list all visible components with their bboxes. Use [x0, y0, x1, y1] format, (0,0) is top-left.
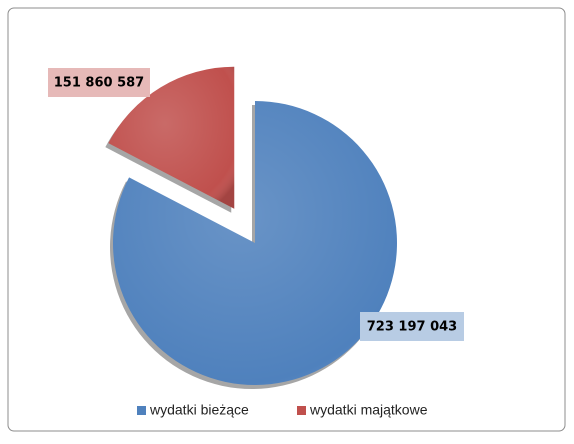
value-label: 723 197 043: [367, 320, 457, 335]
legend-swatch: [137, 406, 146, 415]
legend-label: wydatki bieżące: [149, 402, 249, 418]
legend-label: wydatki majątkowe: [309, 402, 428, 418]
pie-shading: [108, 66, 235, 209]
value-label: 151 860 587: [54, 76, 144, 91]
value-label-box: [360, 312, 464, 341]
pie-shading: [113, 101, 397, 385]
legend-swatch: [297, 406, 306, 415]
value-label-box: [48, 68, 150, 97]
